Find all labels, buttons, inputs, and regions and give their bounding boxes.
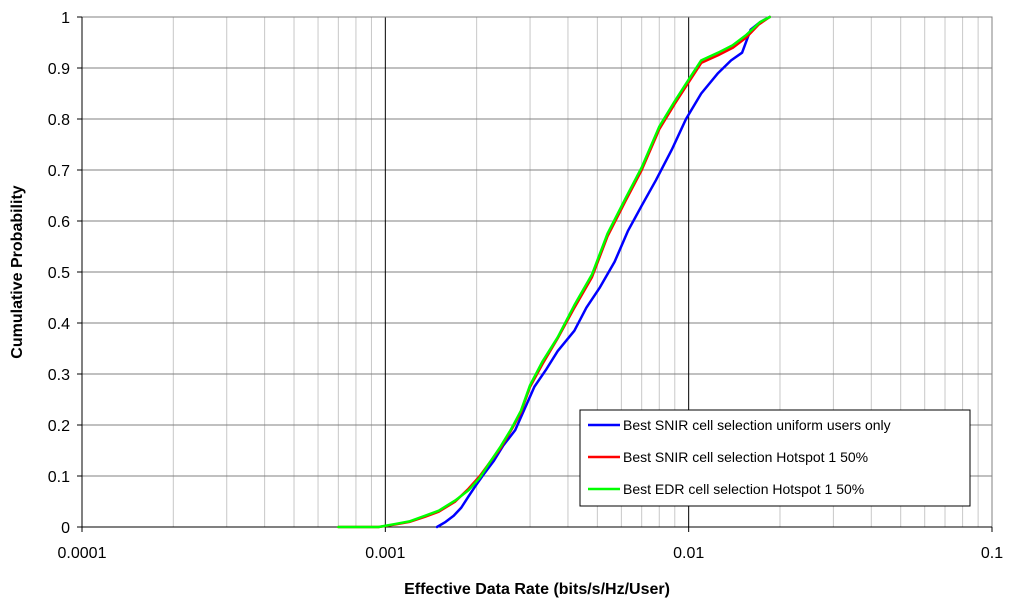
y-tick-label: 0.1 <box>48 469 70 486</box>
legend-label: Best SNIR cell selection Hotspot 1 50% <box>623 449 868 465</box>
y-tick-label: 0 <box>61 520 70 537</box>
y-tick-label: 0.3 <box>48 367 70 384</box>
y-tick-label: 0.8 <box>48 112 70 129</box>
x-axis-title: Effective Data Rate (bits/s/Hz/User) <box>404 581 670 598</box>
legend-box <box>579 409 971 507</box>
y-tick-label: 0.4 <box>48 316 70 333</box>
y-tick-label: 0.7 <box>48 163 70 180</box>
y-tick-label: 0.5 <box>48 265 70 282</box>
y-tick-label: 1 <box>61 10 70 27</box>
y-axis: 0 0.1 0.2 0.3 0.4 0.5 0.6 0.7 0.8 0.9 1 <box>48 10 83 537</box>
series-line-1 <box>435 15 771 529</box>
series-line-3 <box>337 15 771 529</box>
legend-label: Best SNIR cell selection uniform users o… <box>623 417 891 433</box>
y-tick-label: 0.2 <box>48 418 70 435</box>
x-tick-label: 0.001 <box>365 545 405 562</box>
legend: Best SNIR cell selection uniform users o… <box>579 409 971 507</box>
y-axis-title: Cumulative Probability <box>9 185 26 358</box>
series-layer <box>337 15 771 529</box>
x-tick-label: 0.01 <box>673 545 704 562</box>
legend-label: Best EDR cell selection Hotspot 1 50% <box>623 481 864 497</box>
y-tick-label: 0.6 <box>48 214 70 231</box>
x-axis: 0.0001 0.001 0.01 0.1 <box>58 526 1003 562</box>
y-tick-label: 0.9 <box>48 61 70 78</box>
x-tick-label: 0.0001 <box>58 545 107 562</box>
x-tick-label: 0.1 <box>981 545 1003 562</box>
